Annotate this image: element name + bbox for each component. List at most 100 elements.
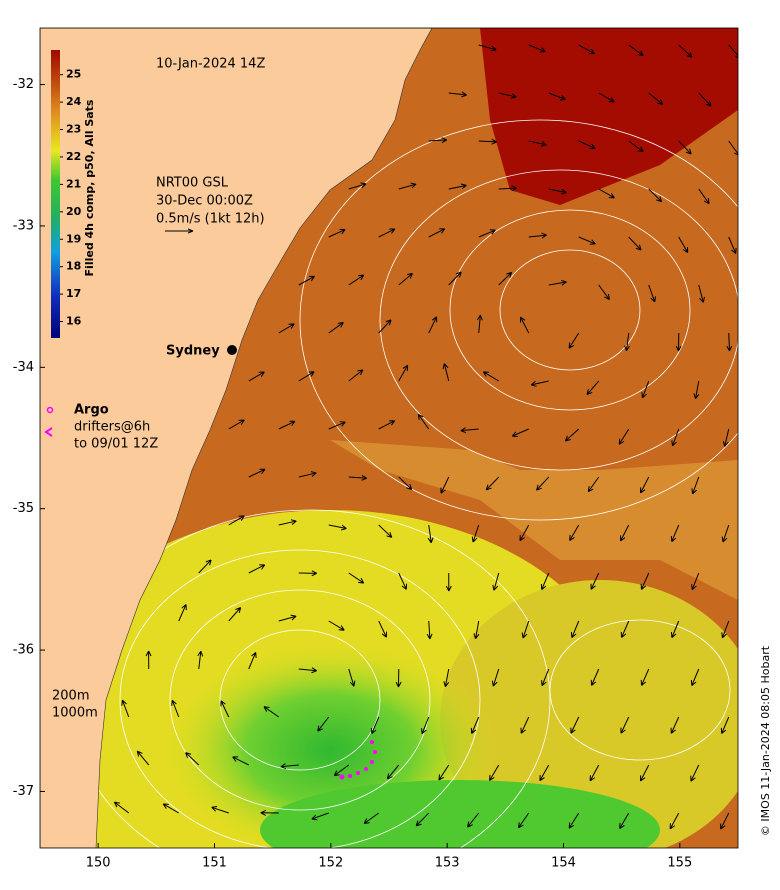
current-arrow	[520, 716, 530, 734]
current-arrow	[378, 319, 392, 334]
argo-symbol	[46, 406, 54, 414]
current-arrow	[232, 756, 249, 766]
x-tick-label: 154	[551, 856, 576, 871]
current-arrow	[720, 716, 730, 734]
y-tick-label: -32	[13, 77, 34, 92]
current-arrow	[578, 236, 596, 245]
current-arrow	[640, 668, 650, 686]
current-arrow	[298, 371, 315, 382]
current-arrow	[540, 572, 550, 590]
current-arrow	[586, 380, 600, 396]
current-arrow	[467, 812, 480, 828]
current-arrow	[386, 764, 400, 780]
current-arrow	[220, 700, 230, 718]
current-arrow	[498, 185, 517, 192]
y-tick-label: -36	[13, 643, 34, 658]
current-arrow	[263, 706, 280, 718]
current-arrow	[197, 650, 204, 670]
current-legend: 0.5m/s (1kt 12h)	[156, 212, 265, 227]
current-arrow	[648, 188, 663, 203]
current-arrow	[541, 668, 550, 687]
current-arrow	[568, 812, 580, 829]
current-arrow	[378, 420, 396, 430]
current-arrow	[136, 750, 150, 766]
current-arrow	[228, 607, 242, 622]
current-arrow	[618, 428, 630, 445]
current-arrow	[478, 138, 497, 145]
current-arrow	[298, 570, 317, 577]
current-arrow	[328, 620, 345, 631]
current-arrow	[398, 476, 413, 490]
current-arrow	[398, 272, 413, 286]
current-arrow	[426, 620, 433, 640]
current-arrow	[280, 763, 299, 770]
colorbar-tick-label: 18	[66, 260, 81, 273]
current-arrow	[211, 806, 229, 814]
current-arrow	[248, 652, 257, 670]
current-arrow	[511, 428, 529, 437]
current-arrow	[721, 620, 730, 639]
x-tick-label: 151	[202, 856, 227, 871]
current-arrow	[348, 369, 364, 382]
current-arrow	[448, 183, 467, 190]
current-arrow	[648, 284, 656, 303]
current-arrow	[670, 524, 680, 542]
current-arrow	[539, 764, 550, 782]
current-arrow	[460, 427, 479, 434]
plot-frame	[39, 27, 739, 849]
colorbar-tick-label: 23	[66, 123, 81, 136]
current-arrow	[228, 515, 245, 526]
current-arrow	[598, 92, 615, 103]
current-arrow	[448, 271, 462, 286]
current-arrow	[548, 279, 567, 286]
current-arrow	[698, 188, 710, 205]
current-arrow	[528, 232, 547, 239]
current-arrow	[445, 572, 452, 592]
current-arrow	[298, 667, 317, 674]
current-arrow	[598, 284, 610, 300]
current-arrow	[421, 716, 430, 735]
current-arrow	[578, 140, 596, 150]
current-arrow	[178, 604, 187, 622]
sydney-marker	[227, 345, 237, 355]
current-arrow	[378, 620, 388, 638]
current-arrow	[620, 716, 630, 734]
current-arrow	[530, 380, 549, 387]
current-arrow	[519, 316, 530, 334]
current-legend: 30-Dec 00:00Z	[156, 194, 253, 209]
x-tick-label: 153	[435, 856, 460, 871]
current-arrow	[398, 572, 408, 590]
current-arrow	[198, 559, 212, 574]
drifter-legend: drifters@6h	[74, 420, 150, 435]
current-arrow	[691, 572, 700, 591]
current-arrow	[669, 812, 680, 830]
current-arrow	[311, 812, 329, 821]
current-arrow	[570, 716, 580, 734]
current-arrow	[590, 572, 600, 590]
current-arrow	[619, 812, 630, 829]
current-arrow	[489, 764, 500, 781]
current-arrow	[278, 323, 295, 334]
current-arrow	[648, 92, 664, 105]
colorbar-tick-label: 21	[66, 177, 81, 190]
scale-arrow-head	[187, 228, 194, 234]
current-arrow	[589, 764, 600, 782]
drifter-legend: to 09/01 12Z	[74, 437, 158, 452]
current-arrow	[473, 620, 480, 640]
current-arrow	[228, 419, 245, 430]
x-tick-label: 150	[86, 856, 111, 871]
current-arrow	[678, 140, 692, 155]
current-arrow	[498, 271, 513, 286]
current-arrow	[624, 332, 630, 352]
place-label: Sydney	[166, 344, 220, 359]
current-arrow	[570, 620, 580, 638]
current-arrow	[298, 275, 315, 286]
current-arrow	[598, 188, 615, 199]
current-arrow	[517, 812, 530, 829]
current-arrow	[620, 524, 630, 542]
current-arrow	[348, 475, 367, 481]
current-arrow	[427, 524, 434, 544]
colorbar-tick-label: 16	[66, 315, 82, 328]
current-arrow	[113, 801, 130, 814]
current-arrow	[328, 524, 347, 531]
